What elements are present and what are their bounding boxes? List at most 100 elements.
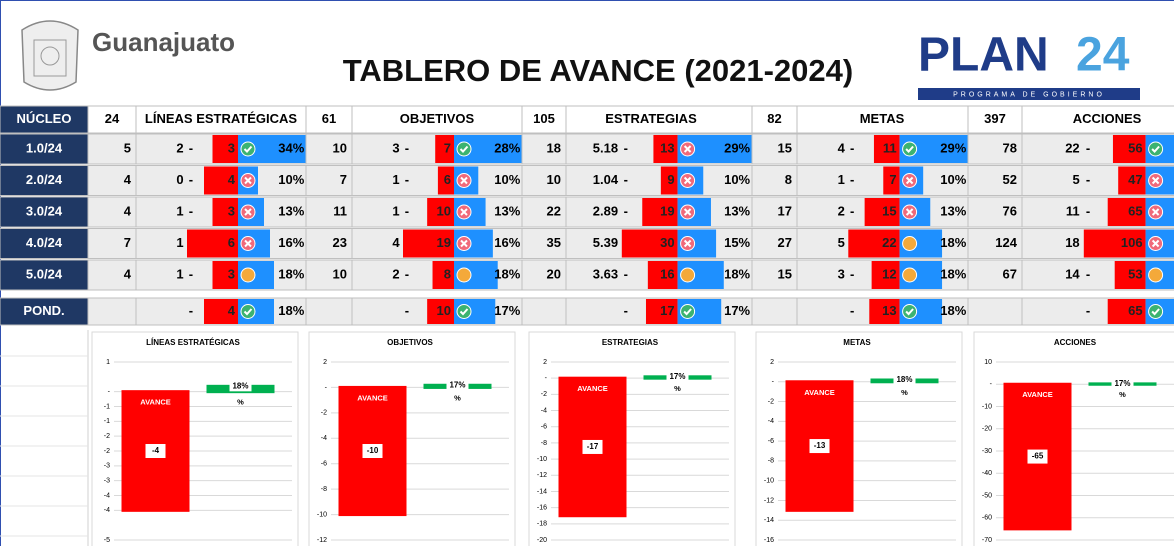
header-total: 105 — [533, 111, 555, 126]
total-value: 15 — [778, 266, 792, 281]
row-label: 2.0/24 — [26, 172, 63, 187]
row-label: 5.0/24 — [26, 266, 63, 281]
separator: - — [624, 266, 628, 281]
total-value: 52 — [1003, 172, 1017, 187]
total-value: 18 — [547, 140, 561, 155]
header-total: 61 — [322, 111, 336, 126]
total-value: 20 — [547, 266, 561, 281]
status-icon-mark — [683, 208, 692, 216]
percent-value: 18% — [940, 235, 966, 250]
y-tick-label: - — [325, 384, 328, 391]
total-cell — [751, 133, 798, 165]
total-cell — [967, 165, 1023, 196]
category-label: AVANCE — [140, 398, 171, 407]
done-value: 2 — [176, 140, 183, 155]
total-value: 23 — [333, 235, 347, 250]
pending-bar — [204, 166, 238, 195]
pending-bar — [653, 135, 678, 163]
y-tick-label: 10 — [984, 359, 992, 366]
progress-cell — [565, 165, 753, 196]
header-cell — [1021, 105, 1174, 134]
y-tick-label: -6 — [768, 438, 774, 445]
total-cell — [87, 297, 137, 326]
y-tick-label: - — [545, 375, 548, 382]
total-value: 4 — [124, 172, 132, 187]
pending-bar — [848, 229, 900, 258]
status-icon-mark — [460, 208, 468, 216]
total-value: 67 — [1003, 266, 1017, 281]
pending-value: 47 — [1128, 172, 1142, 187]
pending-value: 9 — [667, 172, 674, 187]
done-value: 22 — [1065, 140, 1079, 155]
done-value: 1 — [392, 203, 399, 218]
row-label-cell — [0, 228, 89, 259]
done-value: 1.04 — [593, 172, 619, 187]
status-icon — [680, 267, 696, 283]
percent-value: 29% — [724, 140, 750, 155]
separator: - — [624, 203, 628, 218]
status-icon-mark — [1151, 145, 1160, 153]
done-value: 2.89 — [593, 203, 618, 218]
value-label-box — [582, 439, 603, 454]
total-value: 35 — [547, 235, 561, 250]
total-cell — [305, 228, 353, 259]
pending-bar — [1107, 299, 1146, 324]
done-value: 5 — [838, 235, 845, 250]
y-tick-label: -70 — [982, 537, 992, 544]
pending-value: 106 — [1121, 235, 1143, 250]
y-tick-label: - — [772, 379, 775, 386]
y-tick-label: -14 — [764, 517, 774, 524]
pending-bar — [1107, 198, 1146, 226]
percent-value: 18% — [940, 303, 966, 318]
status-icon-mark — [905, 145, 914, 153]
percent-value: 13% — [494, 203, 520, 218]
y-tick-label: -2 — [768, 398, 774, 405]
pending-bar — [660, 166, 678, 195]
total-cell — [751, 297, 798, 326]
header-cell — [751, 105, 798, 134]
total-value: 7 — [124, 235, 131, 250]
value-label-box — [809, 439, 830, 454]
y-tick-label: -4 — [321, 435, 327, 442]
percent-value: 34% — [278, 140, 304, 155]
pending-value: 17 — [660, 303, 674, 318]
value-label: 18% — [896, 375, 912, 384]
separator: - — [850, 266, 854, 281]
total-value: 17 — [778, 203, 792, 218]
y-tick-label: -30 — [982, 448, 992, 455]
separator: - — [1086, 140, 1090, 155]
header-total: 397 — [984, 111, 1006, 126]
status-icon-mark — [460, 239, 468, 248]
pending-value: 10 — [437, 303, 451, 318]
separator: - — [405, 303, 409, 318]
pending-value: 19 — [660, 203, 674, 218]
y-tick-label: -10 — [982, 403, 992, 410]
pending-bar — [873, 135, 900, 163]
pending-value: 15 — [882, 203, 896, 218]
status-icon-mark — [459, 145, 469, 153]
pending-value: 12 — [882, 266, 896, 281]
header-cell — [565, 105, 753, 134]
pending-bar — [621, 229, 678, 258]
pending-bar — [1114, 261, 1146, 289]
done-value: 5.39 — [593, 235, 618, 250]
separator: - — [1086, 203, 1090, 218]
done-value: 14 — [1065, 266, 1080, 281]
done-value: 3 — [392, 140, 399, 155]
chart-title: ACCIONES — [1054, 338, 1097, 347]
separator: - — [850, 203, 854, 218]
pending-bar — [1112, 135, 1146, 163]
y-tick-label: -16 — [764, 537, 774, 544]
percent-value: 29% — [940, 140, 966, 155]
value-label: -65 — [1032, 452, 1044, 461]
y-tick-label: -5 — [104, 537, 110, 544]
pending-bar — [427, 299, 454, 324]
row-label-cell — [0, 196, 89, 228]
separator: - — [189, 266, 193, 281]
y-tick-label: -4 — [104, 507, 110, 514]
y-tick-label: -8 — [541, 440, 547, 447]
pending-bar — [432, 261, 454, 289]
row-label: 1.0/24 — [26, 140, 63, 155]
